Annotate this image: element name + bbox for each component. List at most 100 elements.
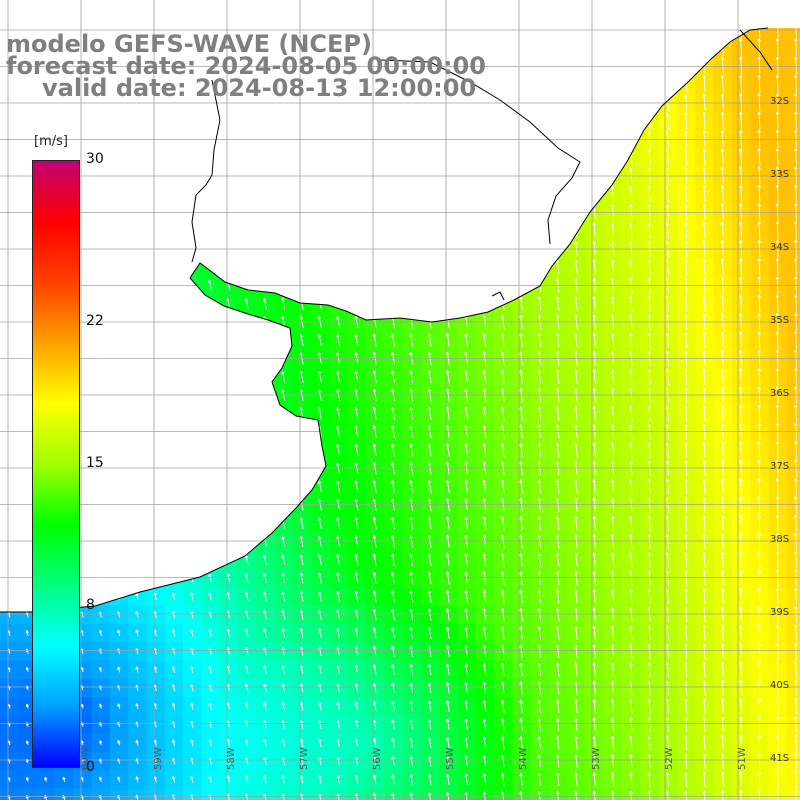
wind-arrow <box>555 442 560 458</box>
wind-arrow <box>446 608 450 621</box>
wind-arrow <box>684 93 688 111</box>
wind-arrow <box>263 591 267 602</box>
wind-arrow <box>171 537 176 546</box>
wind-arrow <box>574 57 578 74</box>
wind-speed-cell <box>603 148 623 167</box>
wind-arrow <box>720 606 725 623</box>
wind-speed-cell <box>640 56 660 76</box>
wind-speed-cell <box>786 221 800 241</box>
model-title: modelo GEFS-WAVE (NCEP) <box>6 30 372 58</box>
wind-arrow <box>794 74 798 94</box>
longitude-label: 56W <box>372 747 383 770</box>
wind-arrow <box>391 498 395 512</box>
wind-arrow <box>592 57 597 74</box>
wind-arrow <box>409 700 414 712</box>
wind-arrow <box>190 610 194 619</box>
wind-speed-cell <box>311 221 330 241</box>
wind-arrow <box>116 555 121 564</box>
wind-speed-cell <box>384 294 404 314</box>
wind-arrow <box>574 406 578 421</box>
wind-arrow <box>684 753 688 769</box>
wind-arrow <box>354 498 359 511</box>
wind-arrow <box>482 149 487 165</box>
wind-arrow <box>647 478 651 495</box>
wind-arrow <box>25 574 29 582</box>
wind-arrow <box>116 371 121 382</box>
wind-arrow <box>500 259 505 275</box>
wind-arrow <box>189 114 195 127</box>
wind-arrow <box>501 699 505 713</box>
wind-speed-cell <box>256 495 276 515</box>
wind-arrow <box>720 185 725 203</box>
wind-arrow <box>427 223 432 238</box>
wind-arrow <box>574 552 578 567</box>
wind-arrow <box>775 477 780 496</box>
wind-speed-cell <box>494 294 513 314</box>
wind-arrow <box>98 225 103 236</box>
wind-arrow <box>592 625 596 641</box>
wind-speed-cell <box>91 221 111 241</box>
wind-speed-cell <box>457 148 477 167</box>
wind-arrow <box>281 628 286 638</box>
wind-arrow <box>739 698 743 715</box>
wind-speed-cell <box>109 495 129 515</box>
wind-speed-cell <box>109 294 129 314</box>
latitude-label: 38S <box>770 534 789 545</box>
wind-speed-cell <box>384 257 404 277</box>
wind-arrow <box>775 184 780 203</box>
wind-speed-cell <box>109 367 129 387</box>
latitude-label: 37S <box>770 461 789 472</box>
wind-speed-cell <box>347 257 367 277</box>
wind-speed-cell <box>457 294 477 314</box>
wind-arrow <box>720 514 725 532</box>
wind-arrow <box>317 590 322 602</box>
wind-speed-cell <box>128 294 147 314</box>
wind-arrow <box>610 662 615 677</box>
wind-arrow <box>281 572 286 584</box>
wind-speed-cell <box>0 331 19 350</box>
wind-arrow <box>134 261 140 273</box>
wind-arrow <box>500 571 505 585</box>
wind-arrow <box>610 57 615 74</box>
wind-arrow <box>647 75 651 93</box>
wind-arrow <box>134 334 140 346</box>
wind-arrow <box>647 185 651 202</box>
wind-arrow <box>739 588 743 605</box>
wind-speed-cell <box>292 111 312 131</box>
wind-arrow <box>647 552 651 568</box>
wind-arrow <box>464 28 469 37</box>
wind-arrow <box>592 131 597 147</box>
wind-arrow <box>500 58 505 74</box>
wind-arrow <box>116 151 121 163</box>
wind-arrow <box>354 480 359 493</box>
wind-arrow <box>427 28 432 37</box>
wind-arrow <box>464 296 469 311</box>
wind-arrow <box>794 294 798 313</box>
wind-speed-cell <box>786 459 800 479</box>
wind-arrow <box>794 166 798 185</box>
wind-arrow <box>574 112 578 129</box>
wind-arrow <box>391 260 396 274</box>
wind-arrow <box>446 792 450 800</box>
wind-arrow <box>482 553 487 567</box>
wind-speed-cell <box>219 184 239 204</box>
wind-arrow <box>464 223 469 238</box>
wind-arrow <box>739 734 743 751</box>
wind-arrow <box>775 606 780 624</box>
wind-arrow <box>464 406 469 421</box>
wind-arrow <box>317 114 322 127</box>
wind-arrow <box>464 663 468 676</box>
wind-arrow <box>44 776 48 782</box>
wind-arrow <box>281 334 286 347</box>
wind-arrow <box>409 792 414 800</box>
wind-arrow <box>720 661 725 678</box>
wind-arrow <box>739 93 743 112</box>
wind-arrow <box>482 736 487 749</box>
wind-speed-cell <box>585 56 605 76</box>
wind-arrow <box>775 331 780 350</box>
wind-arrow <box>592 186 597 202</box>
wind-speed-cell <box>549 111 568 131</box>
wind-arrow <box>208 371 213 383</box>
wind-arrow <box>189 408 194 419</box>
